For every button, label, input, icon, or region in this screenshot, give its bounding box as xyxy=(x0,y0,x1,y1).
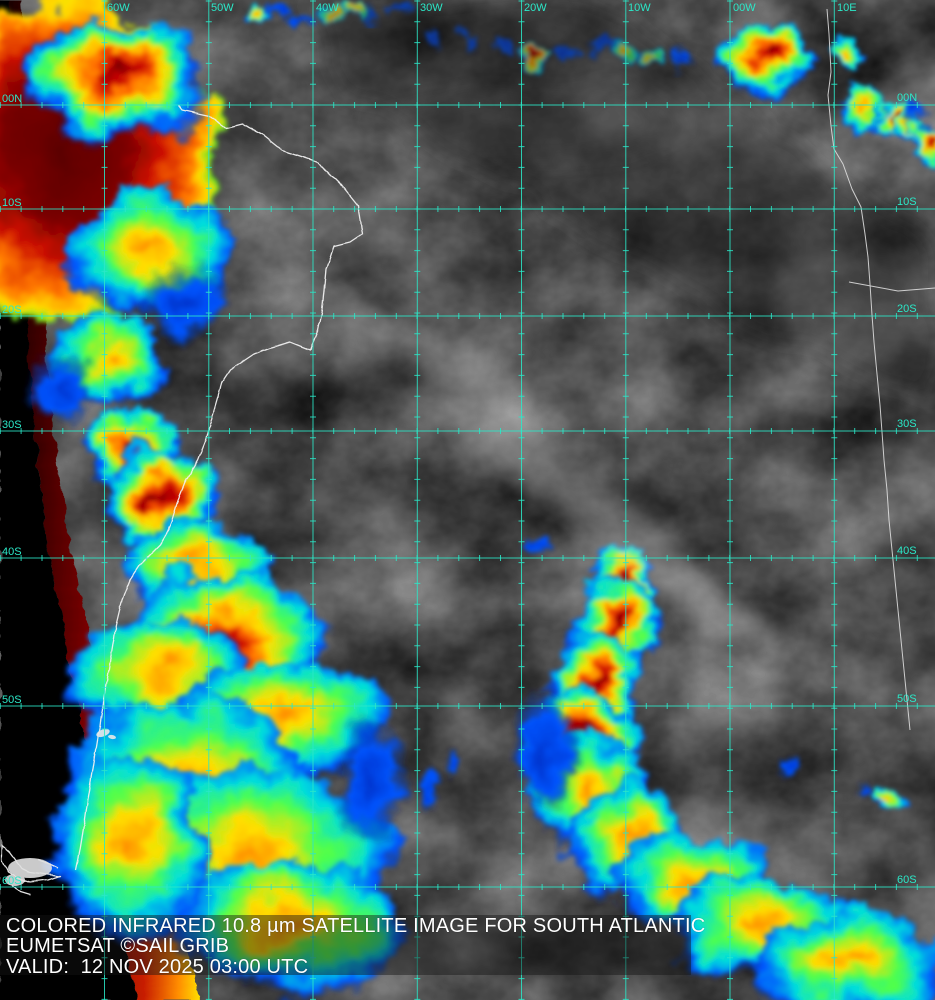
svg-text:40W: 40W xyxy=(316,2,339,14)
svg-text:30S: 30S xyxy=(2,419,22,431)
svg-text:60W: 60W xyxy=(107,2,130,14)
svg-text:00N: 00N xyxy=(897,92,917,104)
svg-text:50S: 50S xyxy=(2,694,22,706)
svg-text:20S: 20S xyxy=(897,303,917,315)
svg-text:10E: 10E xyxy=(837,2,857,14)
svg-text:60S: 60S xyxy=(2,875,22,887)
svg-text:20S: 20S xyxy=(2,304,22,316)
svg-text:00W: 00W xyxy=(733,2,756,14)
svg-text:50W: 50W xyxy=(211,2,234,14)
svg-text:00N: 00N xyxy=(2,93,22,105)
svg-text:30S: 30S xyxy=(897,418,917,430)
svg-text:50S: 50S xyxy=(897,693,917,705)
svg-text:60S: 60S xyxy=(897,874,917,886)
svg-text:30W: 30W xyxy=(420,2,443,14)
svg-text:10W: 10W xyxy=(628,2,651,14)
svg-text:20W: 20W xyxy=(524,2,547,14)
svg-text:10S: 10S xyxy=(2,197,22,209)
svg-text:10S: 10S xyxy=(897,196,917,208)
svg-text:40S: 40S xyxy=(897,545,917,557)
svg-text:40S: 40S xyxy=(2,546,22,558)
